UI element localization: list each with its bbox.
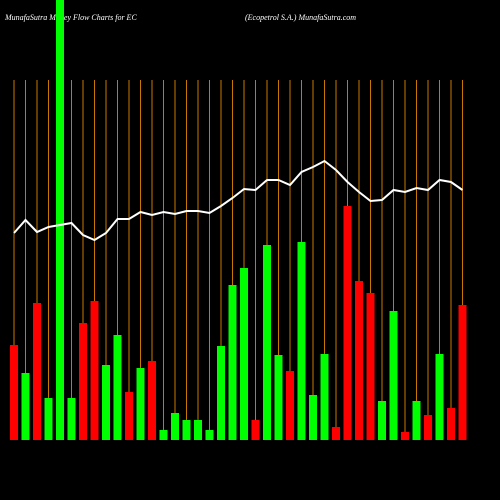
bar (458, 305, 467, 440)
bar (389, 311, 398, 440)
bar (401, 432, 409, 440)
bar (113, 335, 122, 440)
bar (10, 345, 18, 440)
bar (21, 373, 30, 440)
bar (67, 398, 76, 440)
bar (424, 415, 432, 440)
chart-subtitle: (Ecopetrol S.A.) MunafaSutra.com (245, 13, 356, 22)
bar (217, 346, 225, 440)
bar (343, 206, 352, 440)
bar (79, 323, 87, 440)
bar (33, 303, 41, 440)
bar (297, 242, 306, 440)
bar (56, 0, 64, 440)
bar (44, 398, 53, 440)
bar (332, 427, 340, 440)
bar (159, 430, 168, 440)
bar (286, 371, 294, 440)
bar (274, 355, 283, 440)
bar (136, 368, 145, 440)
bar (251, 420, 260, 440)
bar (435, 354, 444, 440)
bar (263, 245, 271, 440)
bar (205, 430, 214, 440)
bar (366, 293, 375, 440)
bar (320, 354, 329, 440)
bar (412, 401, 421, 440)
bar (171, 413, 179, 440)
bar (148, 361, 156, 440)
bar (309, 395, 317, 440)
bar (102, 365, 110, 440)
bar (182, 420, 191, 440)
bar (194, 420, 202, 440)
bar (90, 301, 99, 440)
bar (355, 281, 363, 440)
bar (378, 401, 386, 440)
bar (228, 285, 237, 440)
money-flow-line (13, 159, 464, 242)
bar (125, 392, 133, 440)
bar (240, 268, 248, 440)
chart-title: MunafaSutra Money Flow Charts for EC (4, 13, 137, 22)
bar (447, 408, 455, 440)
